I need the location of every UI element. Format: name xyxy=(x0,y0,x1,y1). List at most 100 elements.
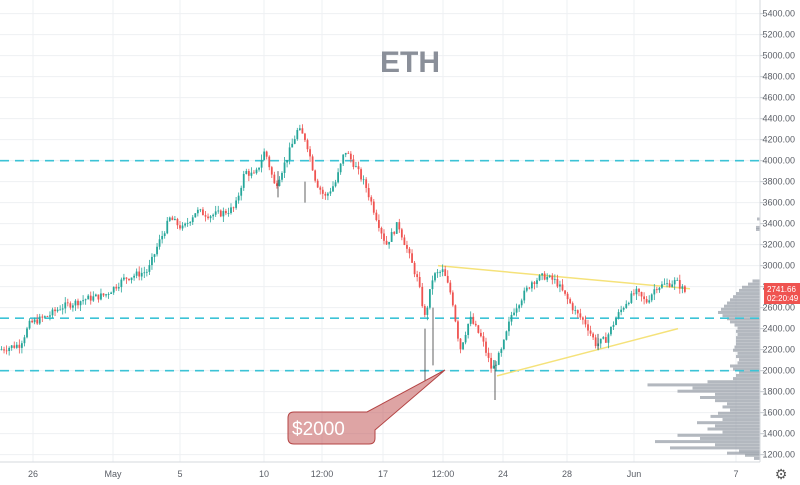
candle xyxy=(365,177,368,193)
candle xyxy=(360,167,362,182)
candle xyxy=(115,284,118,291)
candle xyxy=(625,300,628,309)
volume-bar xyxy=(677,389,760,393)
volume-bar xyxy=(739,358,760,362)
candle xyxy=(163,231,166,239)
candle xyxy=(235,196,237,210)
candle xyxy=(329,187,332,196)
candle xyxy=(296,127,299,141)
candle xyxy=(416,270,419,282)
candle xyxy=(242,170,245,191)
candle xyxy=(579,308,582,320)
candle xyxy=(502,339,505,351)
candle xyxy=(309,146,311,162)
horizontal-levels xyxy=(0,159,760,372)
candle xyxy=(602,336,605,340)
candle xyxy=(92,291,95,302)
y-tick-label: 2400.00 xyxy=(762,324,795,334)
candle xyxy=(349,151,352,163)
candle xyxy=(638,288,640,297)
candle xyxy=(181,222,184,231)
volume-bar xyxy=(722,418,760,422)
candle xyxy=(321,186,324,199)
candle xyxy=(622,306,625,312)
triangle-pattern xyxy=(437,264,691,377)
candle xyxy=(13,341,16,349)
candle xyxy=(589,325,592,337)
candle xyxy=(87,294,90,300)
volume-bar xyxy=(715,399,760,403)
price-axis[interactable]: 1200.00 1400.00 1600.00 1800.00 2000.00 2200.… xyxy=(759,0,795,462)
candle xyxy=(38,313,41,325)
candle xyxy=(293,135,296,145)
candle xyxy=(8,346,11,356)
candle xyxy=(446,270,449,284)
candle xyxy=(291,138,294,148)
candle xyxy=(232,206,235,212)
candle xyxy=(421,282,424,308)
candle xyxy=(194,213,197,218)
volume-bar xyxy=(739,370,760,374)
chart-title: ETH xyxy=(380,46,440,79)
candle xyxy=(482,332,485,347)
candle xyxy=(273,171,276,184)
candle xyxy=(528,286,531,290)
volume-bar xyxy=(733,295,760,299)
volume-bar xyxy=(736,339,760,343)
candle xyxy=(615,316,617,326)
volume-bar xyxy=(730,298,760,302)
countdown-label: 02:20:49 xyxy=(767,294,799,303)
candle xyxy=(89,291,92,305)
y-tick-label: 3600.00 xyxy=(762,198,795,208)
candle xyxy=(523,287,526,304)
volume-bar xyxy=(736,355,760,359)
time-axis[interactable]: 26 May 5 10 12:00 17 12:00 24 28 Jun 7 xyxy=(0,461,760,479)
candle xyxy=(347,151,350,154)
candle xyxy=(525,285,528,293)
candle xyxy=(658,286,661,293)
candle xyxy=(411,249,413,263)
candle xyxy=(179,220,181,231)
candle xyxy=(130,277,133,284)
volume-bar xyxy=(707,427,760,431)
candle xyxy=(184,222,186,228)
candle xyxy=(362,175,365,185)
candle xyxy=(123,273,125,282)
candle xyxy=(429,289,431,310)
candle xyxy=(171,215,174,221)
y-tick-label: 3000.00 xyxy=(762,261,795,271)
candle xyxy=(31,318,33,324)
candle xyxy=(202,207,204,216)
candle xyxy=(648,295,651,304)
candle xyxy=(668,279,671,288)
candle xyxy=(548,274,551,279)
candle xyxy=(339,163,342,175)
candle xyxy=(620,305,623,316)
candle xyxy=(541,273,543,281)
callout-label: $2000 xyxy=(292,419,345,440)
candle xyxy=(43,315,46,319)
candle xyxy=(553,274,556,284)
candle xyxy=(533,280,536,290)
y-tick-label: 5400.00 xyxy=(762,9,795,19)
candle xyxy=(500,347,503,357)
candle xyxy=(513,308,515,316)
candle xyxy=(112,286,115,295)
candle xyxy=(462,342,464,351)
volume-bar xyxy=(677,433,760,437)
x-tick-label: Jun xyxy=(627,469,642,479)
candle xyxy=(207,213,209,220)
volume-bar xyxy=(736,373,760,377)
volume-bar xyxy=(733,348,760,352)
candle xyxy=(467,323,470,339)
candle xyxy=(237,192,240,204)
volume-bar xyxy=(737,326,760,330)
y-tick-label: 3400.00 xyxy=(762,219,795,229)
candle xyxy=(472,313,475,325)
candle xyxy=(125,277,128,284)
candle xyxy=(199,208,202,213)
gear-icon[interactable]: ⚙ xyxy=(775,467,788,483)
candle xyxy=(0,346,3,351)
candle xyxy=(655,286,658,294)
